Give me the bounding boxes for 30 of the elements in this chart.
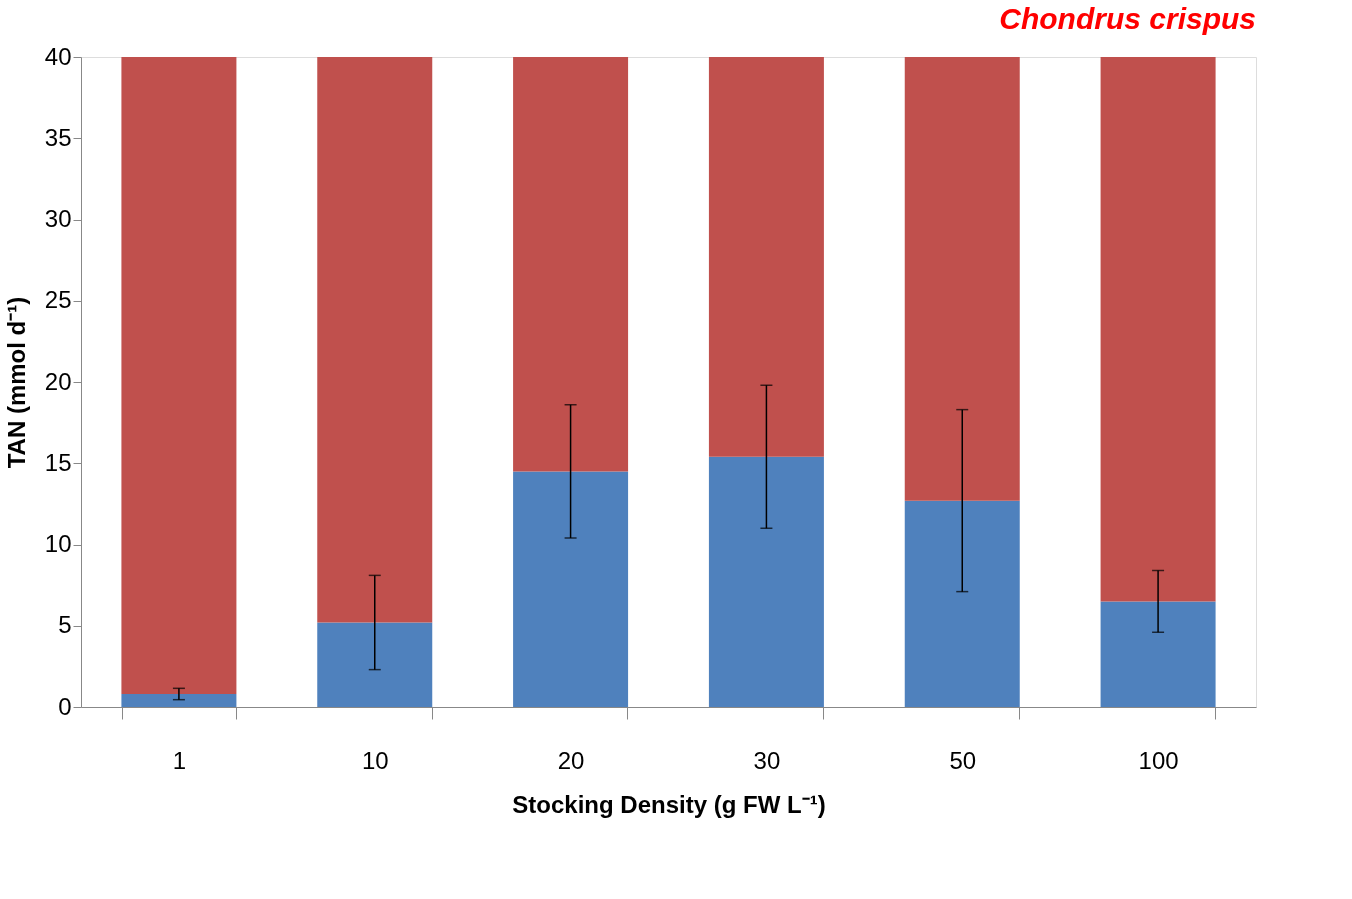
bar xyxy=(1100,601,1216,707)
x-tick-label: 30 xyxy=(753,746,781,774)
bar xyxy=(904,500,1020,707)
bar xyxy=(121,694,237,707)
x-tick-label: 1 xyxy=(172,746,187,774)
x-tick-label: 20 xyxy=(557,746,585,774)
bar xyxy=(121,57,237,694)
bar xyxy=(513,57,629,472)
y-tick-label: 10 xyxy=(44,530,72,557)
x-tick-label: 50 xyxy=(949,746,977,774)
y-tick-label: 30 xyxy=(44,205,72,232)
bar xyxy=(513,471,629,707)
y-tick-label: 25 xyxy=(44,286,72,314)
y-tick-label: 35 xyxy=(44,123,72,151)
y-tick-label: 40 xyxy=(44,42,72,70)
bar xyxy=(1100,57,1216,602)
bar xyxy=(708,57,824,457)
bar xyxy=(317,57,433,623)
y-tick-label: 20 xyxy=(44,367,72,395)
x-axis-title: Stocking Density (g FW L⁻¹) xyxy=(512,790,826,818)
chart-title: Chondrus crispus xyxy=(999,2,1256,35)
bar xyxy=(317,622,433,707)
x-tick-label: 10 xyxy=(361,746,389,774)
bar xyxy=(904,57,1020,501)
y-tick-label: 15 xyxy=(44,448,72,476)
y-axis-title: TAN (mmol d⁻¹) xyxy=(2,296,30,469)
y-tick-label: 5 xyxy=(58,611,72,639)
y-tick-label: 0 xyxy=(58,692,72,720)
bar xyxy=(708,456,824,707)
x-tick-label: 100 xyxy=(1138,746,1179,774)
